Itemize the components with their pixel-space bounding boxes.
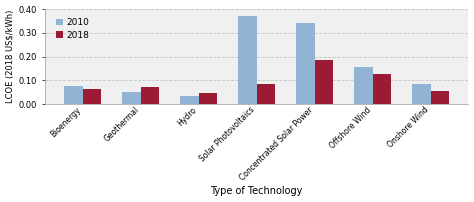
Y-axis label: LCOE (2018 US$/kWh): LCOE (2018 US$/kWh) xyxy=(6,10,15,103)
Legend: 2010, 2018: 2010, 2018 xyxy=(54,16,92,42)
Bar xyxy=(354,66,373,104)
Bar xyxy=(122,92,141,104)
Bar xyxy=(199,93,217,104)
Bar xyxy=(412,84,431,104)
Bar xyxy=(373,74,391,104)
Bar xyxy=(256,84,275,104)
Bar xyxy=(431,91,449,104)
Bar xyxy=(180,96,199,104)
Bar xyxy=(64,86,82,104)
Bar xyxy=(238,16,256,104)
Bar xyxy=(82,89,101,104)
Bar xyxy=(315,60,333,104)
X-axis label: Type of Technology: Type of Technology xyxy=(210,186,303,196)
Bar xyxy=(141,87,159,104)
Bar xyxy=(296,23,315,104)
